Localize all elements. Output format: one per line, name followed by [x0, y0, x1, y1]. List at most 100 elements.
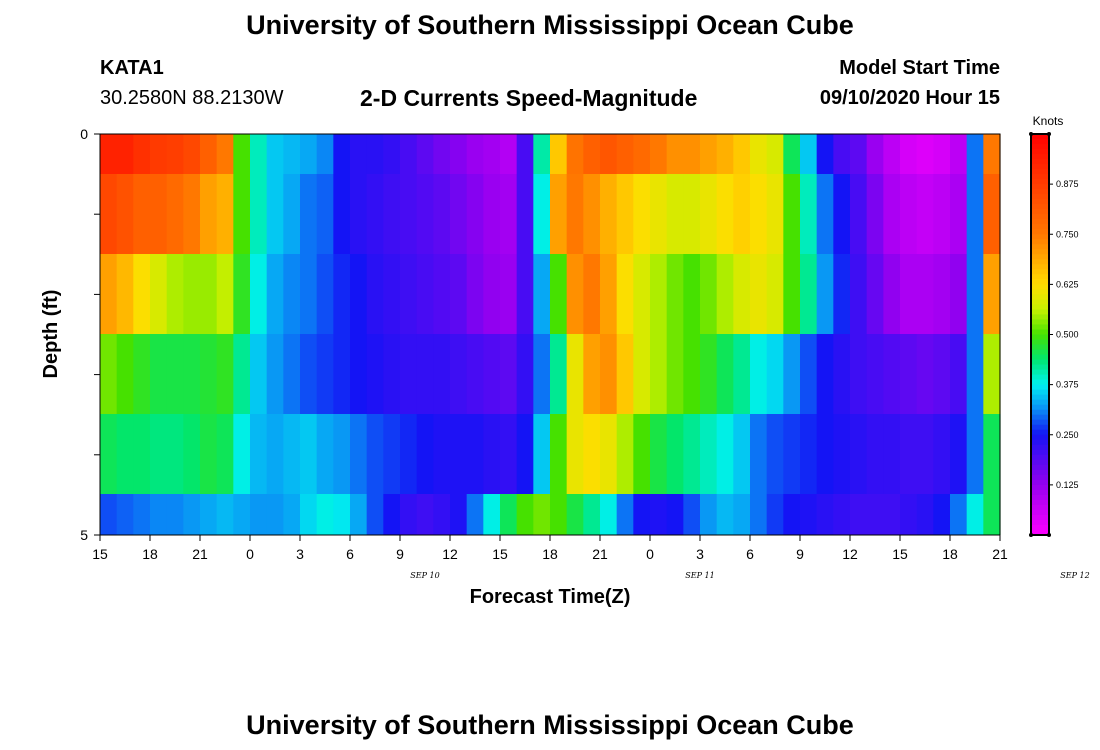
colorbar-swatch	[1031, 359, 1049, 366]
heatmap-cell	[716, 334, 734, 414]
colorbar-swatch	[1031, 174, 1049, 180]
colorbar-swatch	[1031, 179, 1049, 185]
heatmap-cell	[216, 334, 234, 414]
colorbar-swatch	[1031, 369, 1049, 376]
heatmap-cell	[700, 334, 718, 414]
colorbar-swatch	[1031, 354, 1049, 361]
heatmap-cell	[266, 254, 284, 334]
heatmap-cell	[916, 134, 934, 174]
heatmap-cell	[116, 254, 134, 334]
heatmap-cell	[166, 134, 184, 174]
heatmap-cell	[816, 254, 834, 334]
colorbar-swatch	[1031, 439, 1049, 446]
colorbar-swatch	[1031, 284, 1049, 290]
heatmap-cell	[933, 334, 951, 414]
heatmap-cell	[533, 414, 551, 494]
heatmap-cell	[766, 254, 784, 334]
heatmap-cell	[983, 174, 1001, 254]
colorbar-swatch	[1031, 249, 1049, 255]
heatmap-cell	[416, 174, 434, 254]
heatmap-cell	[966, 414, 984, 494]
heatmap-cell	[116, 134, 134, 174]
heatmap-cell	[400, 174, 418, 254]
colorbar-swatch	[1031, 524, 1049, 531]
heatmap-cell	[200, 254, 218, 334]
heatmap-cell	[750, 174, 768, 254]
heatmap-cell	[666, 174, 684, 254]
heatmap-cell	[216, 174, 234, 254]
heatmap-cell	[600, 494, 618, 535]
heatmap-cell	[966, 134, 984, 174]
heatmap-cell	[650, 494, 668, 535]
heatmap-cell	[983, 494, 1001, 535]
heatmap-cell	[650, 134, 668, 174]
heatmap-cell	[200, 134, 218, 174]
heatmap-cell	[633, 334, 651, 414]
heatmap-cell	[516, 134, 534, 174]
heatmap-cell	[466, 254, 484, 334]
colorbar-corner-dot	[1029, 132, 1033, 136]
heatmap-cell	[416, 414, 434, 494]
heatmap-cell	[866, 174, 884, 254]
heatmap-cell	[916, 254, 934, 334]
heatmap-cell	[133, 134, 151, 174]
heatmap-cell	[983, 334, 1001, 414]
heatmap-cell	[533, 174, 551, 254]
colorbar-swatch	[1031, 469, 1049, 476]
heatmap-cell	[683, 494, 701, 535]
x-tick-label: 21	[192, 546, 208, 562]
heatmap-cell	[950, 334, 968, 414]
heatmap-cell	[433, 254, 451, 334]
x-tick-label: 9	[396, 546, 404, 562]
heatmap-cell	[916, 174, 934, 254]
heatmap-cell	[866, 334, 884, 414]
heatmap-cell	[483, 494, 501, 535]
heatmap-cell	[250, 254, 268, 334]
heatmap-cell	[966, 254, 984, 334]
heatmap-cell	[133, 494, 151, 535]
heatmap-cell	[633, 414, 651, 494]
heatmap-cell	[350, 414, 368, 494]
colorbar-swatch	[1031, 514, 1049, 521]
x-tick-label: 21	[592, 546, 608, 562]
colorbar-swatch	[1031, 499, 1049, 506]
heatmap-cell	[283, 494, 301, 535]
heatmap-cell	[816, 414, 834, 494]
colorbar-swatch	[1031, 149, 1049, 155]
heatmap-cell	[166, 494, 184, 535]
heatmap-cell	[450, 414, 468, 494]
heatmap-cell	[100, 174, 118, 254]
heatmap-cell	[666, 254, 684, 334]
heatmap-cell	[183, 254, 201, 334]
heatmap-cell	[183, 134, 201, 174]
heatmap-cell	[866, 254, 884, 334]
heatmap-cell	[316, 134, 334, 174]
heatmap-cell	[616, 494, 634, 535]
colorbar-swatch	[1031, 139, 1049, 145]
colorbar-swatch	[1031, 444, 1049, 451]
heatmap-cell	[866, 494, 884, 535]
heatmap-cell	[850, 174, 868, 254]
heatmap-cell	[550, 334, 568, 414]
heatmap-cell	[800, 174, 818, 254]
colorbar-swatch	[1031, 494, 1049, 501]
colorbar-swatch	[1031, 529, 1049, 536]
heatmap-cell	[350, 174, 368, 254]
colorbar-swatch	[1031, 474, 1049, 481]
colorbar-tick-label: 0.750	[1056, 229, 1079, 239]
x-tick-label: 0	[646, 546, 654, 562]
heatmap-cell	[850, 494, 868, 535]
heatmap-cell	[466, 494, 484, 535]
heatmap-cell	[833, 414, 851, 494]
heatmap-cell	[600, 254, 618, 334]
heatmap-cell	[733, 414, 751, 494]
heatmap-cell	[100, 494, 118, 535]
heatmap-cell	[783, 174, 801, 254]
heatmap-cell	[700, 414, 718, 494]
heatmap-cell	[100, 134, 118, 174]
heatmap-cell	[483, 174, 501, 254]
heatmap-cell	[633, 134, 651, 174]
heatmap-cell	[683, 254, 701, 334]
heatmap-cell	[433, 414, 451, 494]
colorbar-swatch	[1031, 349, 1049, 356]
